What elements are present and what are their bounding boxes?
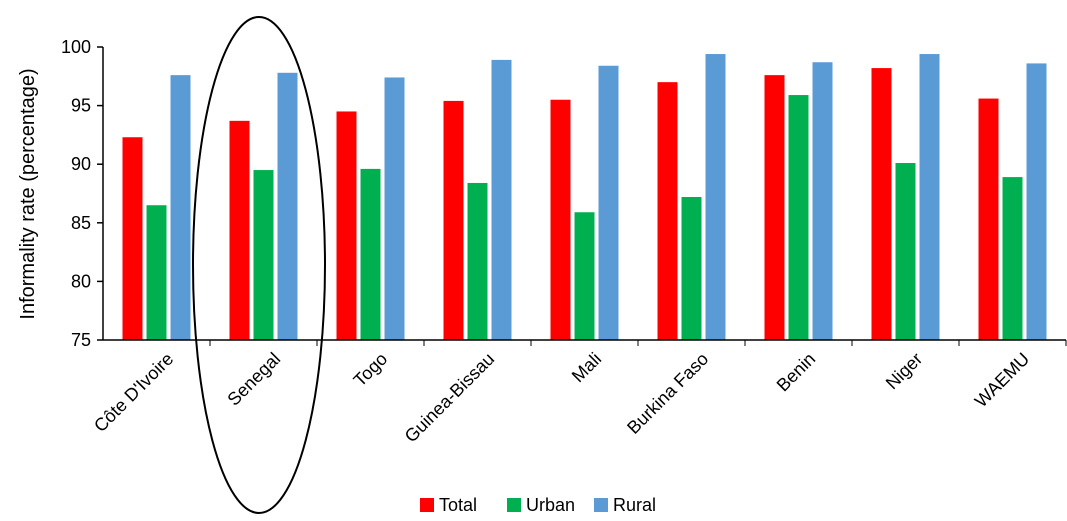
x-labels-group: Côte D'Ivoire Senegal Togo Guinea-Bissau Mal…	[90, 340, 1067, 447]
bar-rural	[170, 75, 191, 341]
bar-urban	[1002, 177, 1023, 340]
bar-urban	[467, 182, 488, 340]
y-tick-label: 90	[71, 154, 91, 174]
x-category-label: Niger	[882, 349, 927, 394]
bar-total	[336, 111, 357, 341]
bar-rural	[812, 62, 833, 341]
legend-label-urban: Urban	[526, 495, 575, 515]
bar-rural	[1026, 63, 1047, 341]
y-tick-label: 95	[71, 96, 91, 116]
bar-total	[657, 82, 678, 340]
x-category-label: Côte D'Ivoire	[90, 349, 177, 436]
bar-total	[229, 120, 250, 340]
bar-total	[443, 100, 464, 340]
x-category-label: Guinea-Bissau	[401, 349, 499, 447]
bar-urban	[146, 205, 167, 340]
bar-rural	[277, 72, 298, 340]
bar-urban	[253, 170, 274, 340]
y-tick-label: 85	[71, 213, 91, 233]
legend-swatch-total	[420, 498, 434, 512]
y-tick-label: 100	[61, 37, 91, 57]
bar-urban	[788, 95, 809, 340]
bars-group	[122, 54, 1047, 341]
legend-swatch-urban	[507, 498, 521, 512]
legend-label-rural: Rural	[613, 495, 656, 515]
bar-rural	[384, 77, 405, 341]
x-category-label: Burkina Faso	[623, 349, 712, 438]
x-category-label: Mali	[568, 349, 605, 386]
y-tick-label: 80	[71, 271, 91, 291]
bar-total	[978, 98, 999, 341]
bar-urban	[360, 168, 381, 340]
bar-total	[871, 68, 892, 340]
bar-rural	[598, 65, 619, 340]
bar-urban	[681, 197, 702, 340]
axes-group	[102, 47, 1066, 341]
x-category-label: WAEMU	[971, 349, 1033, 411]
x-category-label: Benin	[773, 349, 820, 396]
bar-total	[764, 75, 785, 341]
y-axis-title: Informality rate (percentage)	[17, 68, 39, 319]
highlight-ellipse	[192, 16, 326, 514]
y-tick-label: 75	[71, 330, 91, 350]
x-category-label: Senegal	[223, 349, 284, 410]
bar-rural	[919, 54, 940, 340]
bar-urban	[895, 163, 916, 340]
bar-total	[550, 99, 571, 341]
bar-total	[122, 137, 143, 340]
bar-rural	[705, 54, 726, 340]
legend-swatch-rural	[594, 498, 608, 512]
bar-rural	[491, 59, 512, 340]
y-ticks-group: 75 80 85 90 95 100	[61, 37, 103, 350]
x-category-label: Togo	[350, 349, 392, 391]
bar-urban	[574, 212, 595, 340]
legend-label-total: Total	[439, 495, 477, 515]
legend: Total Urban Rural	[420, 495, 656, 515]
